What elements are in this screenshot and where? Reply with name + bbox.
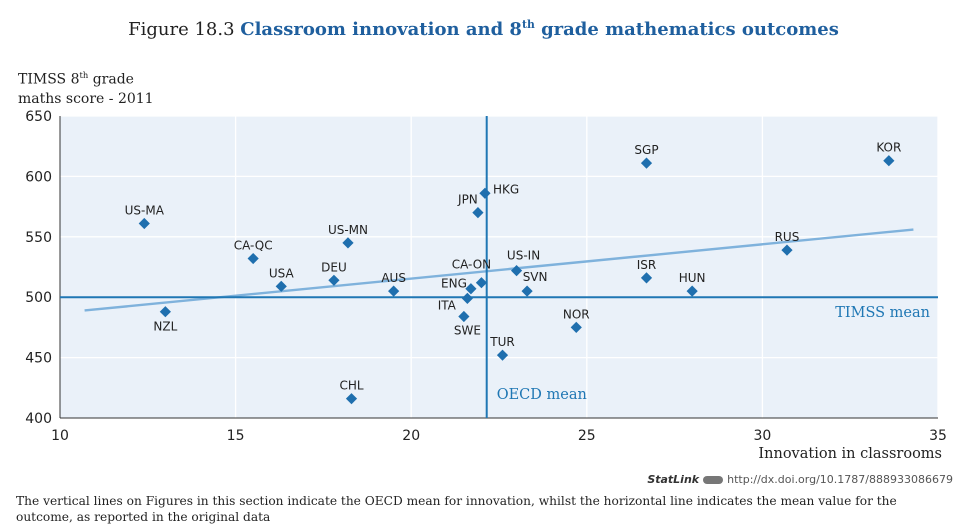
y-tick-label: 550 [25,230,52,246]
statlink-logo-icon [703,476,724,484]
statlink[interactable]: StatLink http://dx.doi.org/10.1787/888933… [647,473,953,486]
point-ca-qc [247,252,259,265]
point-label: CHL [339,379,363,393]
y-tick-label: 450 [25,351,52,367]
figure-note: The vertical lines on Figures in this se… [16,494,897,524]
point-label: SGP [634,143,658,157]
x-tick-label: 30 [753,428,771,444]
statlink-url[interactable]: http://dx.doi.org/10.1787/888933086679 [727,473,953,486]
y-axis-label: TIMSS 8th grade maths score - 2011 [18,70,154,107]
point-ca-on [475,277,488,289]
y-tick-label: 600 [25,169,52,185]
x-tick-label: 15 [227,428,245,444]
point-deu [328,274,340,286]
point-jpn [472,207,484,219]
point-ita [458,310,470,323]
point-aus [388,285,400,297]
point-label: CA-ON [452,258,491,272]
point-us-in [510,265,523,277]
point-label: CA-QC [234,239,273,253]
x-tick-label: 35 [929,428,947,444]
plot-area [60,116,938,418]
point-us-ma [138,217,150,230]
x-tick-label: 10 [51,428,69,444]
point-label: HUN [679,271,706,285]
y-tick-label: 400 [25,411,52,427]
point-label: USA [269,266,295,280]
point-swe [461,292,473,305]
x-tick-label: 20 [402,428,420,444]
x-axis-label: Innovation in classrooms [758,446,942,462]
point-tur [496,349,509,361]
point-kor [883,155,895,167]
point-label: NZL [153,320,177,334]
point-label: AUS [381,271,406,285]
point-label: US-IN [507,249,540,263]
point-hkg [479,187,491,199]
point-label: SVN [523,270,548,284]
scatter-chart: 400 450 500 550 600 650 10 15 20 25 30 35 Innovation… [25,109,947,462]
point-rus [781,244,793,256]
figure-title-text: Classroom innovation and 8th grade mathe… [240,18,839,40]
point-eng [465,283,477,295]
point-svn [521,285,533,297]
point-usa [275,280,287,292]
figure-title: Figure 18.3 Classroom innovation and 8th… [0,18,967,40]
point-label: US-MN [328,223,368,237]
timss-mean-label: TIMSS mean [835,305,930,321]
point-label: ISR [637,258,657,272]
oecd-mean-label: OECD mean [497,387,587,403]
point-label: NOR [563,307,590,321]
point-sgp [640,157,653,169]
point-label: ENG [441,277,467,291]
point-label: TUR [489,335,514,349]
point-label: HKG [493,182,519,196]
point-hun [686,285,698,297]
y-tick-label: 650 [25,109,52,125]
point-us-mn [342,237,354,249]
point-label: DEU [321,260,347,274]
point-label: KOR [876,141,901,155]
point-label: JPN [457,193,478,207]
statlink-brand: StatLink [647,473,700,486]
point-nzl [159,306,171,318]
point-nor [570,321,582,333]
point-isr [640,272,653,284]
point-label: ITA [438,299,457,313]
y-tick-label: 500 [25,290,52,306]
point-label: US-MA [125,204,165,218]
point-label: RUS [775,230,800,244]
point-label: SWE [454,323,481,337]
point-chl [345,393,358,405]
x-tick-label: 25 [578,428,596,444]
figure-number: Figure 18.3 [128,19,235,40]
